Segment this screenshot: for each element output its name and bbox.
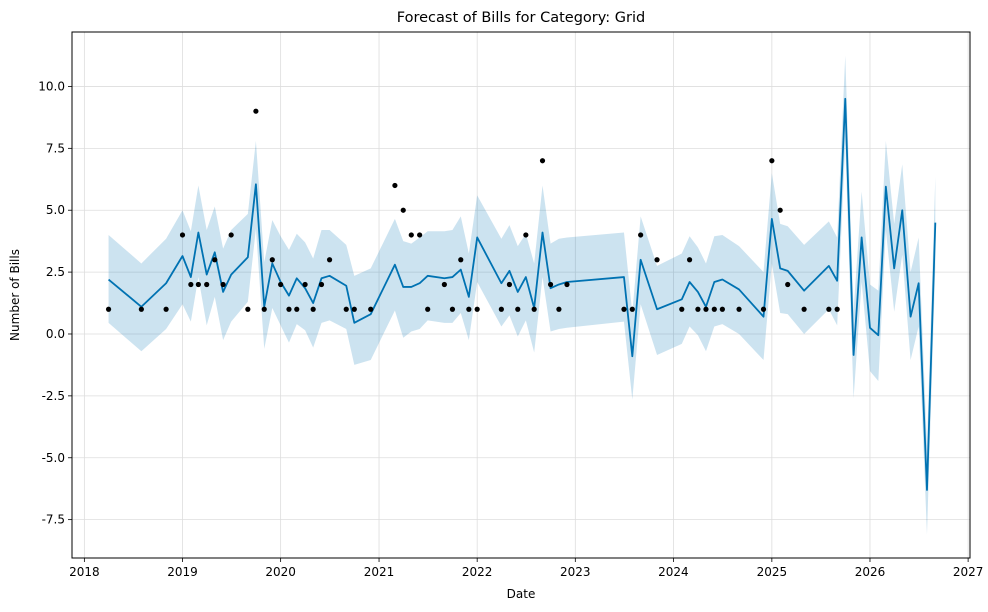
x-axis-label: Date: [507, 587, 536, 601]
observed-point: [286, 306, 292, 312]
x-tick-label: 2023: [560, 565, 591, 579]
x-tick-label: 2020: [265, 565, 296, 579]
x-tick-label: 2022: [462, 565, 493, 579]
uncertainty-band: [108, 55, 936, 535]
chart-title: Forecast of Bills for Category: Grid: [397, 10, 645, 26]
observed-point: [326, 257, 333, 263]
observed-point: [769, 158, 775, 164]
observed-point: [253, 108, 259, 114]
observed-point: [523, 232, 529, 238]
observed-point: [425, 306, 431, 312]
observed-points: [105, 108, 840, 312]
observed-point: [392, 182, 398, 189]
axis-ticks: 2018 2019 2020 2021 2022 2023 2024 2025 2026 2027…: [38, 79, 983, 579]
observed-point: [531, 306, 537, 312]
observed-point: [212, 257, 218, 263]
observed-point: [547, 281, 554, 288]
y-tick-label: -5.0: [42, 451, 65, 465]
observed-point: [351, 306, 357, 312]
observed-point: [302, 281, 308, 288]
y-tick-label: 5.0: [46, 203, 65, 217]
y-tick-label: 2.5: [46, 265, 65, 279]
y-tick-label: -2.5: [42, 389, 65, 403]
observed-point: [703, 306, 709, 312]
observed-point: [195, 281, 201, 288]
observed-point: [621, 306, 627, 312]
observed-point: [138, 306, 144, 312]
observed-point: [458, 257, 464, 263]
observed-point: [179, 232, 186, 238]
observed-point: [679, 306, 685, 312]
observed-point: [711, 306, 717, 312]
x-tick-label: 2026: [855, 565, 886, 579]
y-tick-label: 10.0: [38, 79, 65, 93]
observed-point: [245, 306, 251, 312]
observed-point: [474, 306, 480, 312]
observed-point: [736, 306, 742, 312]
observed-point: [695, 306, 701, 312]
x-tick-label: 2021: [364, 565, 395, 579]
observed-point: [188, 281, 194, 288]
y-tick-label: 0.0: [46, 327, 65, 341]
observed-point: [441, 281, 447, 288]
observed-point: [834, 306, 840, 312]
observed-point: [564, 281, 570, 288]
observed-point: [269, 257, 275, 263]
y-axis-label: Number of Bills: [8, 249, 22, 341]
observed-point: [310, 306, 316, 312]
observed-point: [408, 232, 414, 238]
observed-point: [261, 306, 267, 312]
observed-point: [278, 281, 284, 288]
x-tick-label: 2027: [953, 565, 984, 579]
observed-point: [506, 281, 513, 288]
observed-point: [228, 232, 234, 238]
observed-point: [343, 306, 349, 312]
uncertainty-band-area: [108, 55, 936, 535]
observed-point: [417, 232, 423, 238]
y-tick-label: 7.5: [46, 141, 65, 155]
observed-point: [638, 232, 644, 238]
observed-point: [777, 207, 783, 213]
observed-point: [466, 306, 472, 312]
observed-point: [719, 306, 725, 312]
observed-point: [686, 257, 693, 263]
observed-point: [400, 207, 406, 213]
observed-point: [449, 306, 456, 312]
observed-point: [163, 306, 169, 312]
observed-point: [515, 306, 521, 312]
observed-point: [105, 306, 112, 312]
observed-point: [318, 281, 325, 288]
observed-point: [556, 306, 562, 312]
observed-point: [760, 306, 767, 312]
observed-point: [368, 306, 374, 312]
observed-point: [826, 306, 832, 312]
observed-point: [654, 257, 660, 263]
observed-point: [629, 306, 635, 312]
x-tick-label: 2018: [69, 565, 100, 579]
observed-point: [498, 306, 504, 312]
observed-point: [539, 158, 546, 164]
observed-point: [801, 306, 807, 312]
plot-frame: [71, 31, 971, 559]
observed-point: [785, 281, 791, 288]
observed-point: [294, 306, 300, 312]
x-tick-label: 2019: [167, 565, 198, 579]
y-tick-label: -7.5: [42, 513, 65, 527]
x-tick-label: 2024: [658, 565, 689, 579]
observed-point: [220, 281, 226, 288]
grid-lines: [72, 32, 970, 558]
x-tick-label: 2025: [757, 565, 788, 579]
observed-point: [204, 281, 210, 288]
